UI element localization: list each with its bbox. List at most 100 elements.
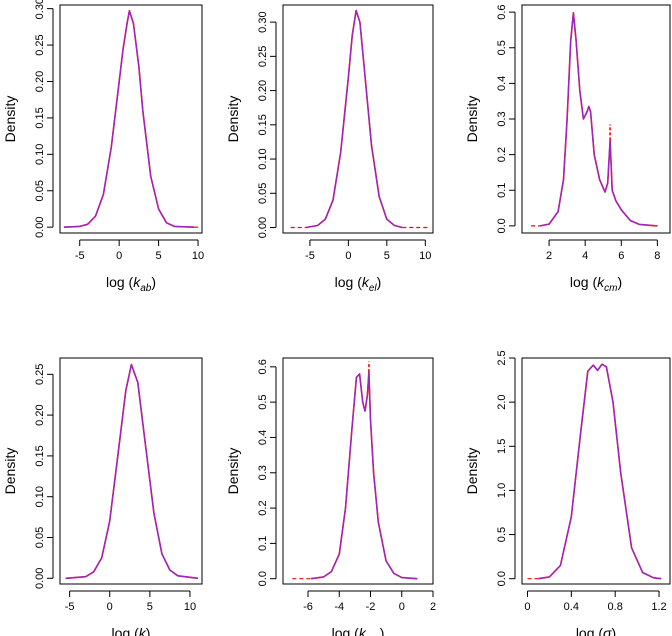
x-tick-label: -5 — [65, 601, 75, 613]
y-tick-label: 0.30 — [34, 0, 46, 19]
x-tick-label: 0 — [399, 601, 405, 613]
x-tick-label: 2 — [430, 601, 436, 613]
estimate-density-curve — [65, 363, 199, 580]
x-tick-label: 0.8 — [608, 601, 623, 613]
y-axis-title: Density — [225, 96, 241, 143]
reference-density-curve — [65, 363, 199, 579]
y-tick-label: 0.20 — [34, 71, 46, 92]
y-tick-label: 0.30 — [257, 11, 269, 32]
estimate-density-curve — [310, 371, 418, 580]
x-axis-title: log (kab) — [106, 274, 156, 294]
plot-frame — [282, 357, 434, 585]
estimate-density-curve — [539, 12, 658, 227]
y-tick-label: 0.3 — [496, 111, 508, 126]
x-tick-label: 10 — [192, 250, 204, 262]
y-tick-label: 0.25 — [257, 46, 269, 67]
y-tick-label: 0.20 — [34, 404, 46, 425]
x-tick-label: -6 — [303, 601, 313, 613]
plot-frame — [521, 4, 671, 234]
x-tick-label: 8 — [654, 250, 660, 262]
plot-frame — [59, 4, 203, 234]
estimate-density-curve — [63, 10, 195, 228]
y-tick-label: 0.25 — [34, 34, 46, 55]
x-tick-label: 5 — [384, 250, 390, 262]
estimate-density-curve — [538, 363, 662, 580]
x-tick-label: 5 — [147, 601, 153, 613]
y-tick-label: 1.5 — [496, 439, 508, 454]
plot-frame — [282, 4, 434, 234]
x-tick-label: 1.2 — [651, 601, 666, 613]
y-tick-label: 2.5 — [496, 350, 508, 365]
y-tick-label: 0.15 — [34, 107, 46, 128]
density-panel-1: -5 0 5 10 0.00 0.05 0.10 0.15 0.20 0.25 0.30 Densit… — [2, 0, 204, 294]
x-tick-label: 0 — [116, 250, 122, 262]
y-tick-label: 0.2 — [496, 147, 508, 162]
y-tick-label: 0.15 — [257, 114, 269, 135]
x-tick-label: 0 — [524, 601, 530, 613]
density-panel-6: 0 0.4 0.8 1.2 0.0 0.5 1.0 1.5 2.0 2.5 Density log (… — [464, 350, 671, 636]
y-tick-label: 0.1 — [257, 536, 269, 551]
y-tick-label: 0.4 — [496, 76, 508, 91]
y-tick-label: 0.0 — [496, 218, 508, 233]
reference-density-curve — [63, 10, 195, 228]
y-tick-label: 0.5 — [496, 40, 508, 55]
y-axis-title: Density — [225, 448, 241, 495]
x-tick-label: -4 — [334, 601, 344, 613]
y-tick-label: 0.00 — [257, 217, 269, 238]
reference-density-curve — [539, 12, 658, 227]
y-tick-label: 0.6 — [496, 4, 508, 19]
y-tick-label: 0.1 — [496, 183, 508, 198]
density-panel-4: -5 0 5 10 0.00 0.05 0.10 0.15 0.20 0.25 Density log… — [2, 357, 203, 636]
x-tick-label: -5 — [305, 250, 315, 262]
density-panel-2: -5 0 5 10 0.00 0.05 0.10 0.15 0.20 0.25 0.30 Densit… — [225, 4, 434, 294]
y-tick-label: 1.0 — [496, 483, 508, 498]
x-tick-label: 6 — [618, 250, 624, 262]
x-tick-label: 10 — [419, 250, 431, 262]
y-tick-label: 0.20 — [257, 80, 269, 101]
x-axis-title: log (k) — [112, 625, 151, 636]
y-tick-label: 0.4 — [257, 430, 269, 445]
y-tick-label: 0.5 — [257, 394, 269, 409]
density-panel-5: -6 -4 -2 0 2 0.0 0.1 0.2 0.3 0.4 0.5 0.6 Density log … — [225, 357, 436, 636]
y-axis-title: Density — [2, 96, 18, 143]
x-tick-label: 0 — [107, 601, 113, 613]
y-tick-label: 0.05 — [34, 180, 46, 201]
x-tick-label: 4 — [582, 250, 588, 262]
y-tick-label: 0.2 — [257, 500, 269, 515]
reference-density-curve — [305, 9, 403, 229]
plot-frame — [521, 357, 671, 585]
y-tick-label: 0.10 — [34, 486, 46, 507]
y-axis-title: Density — [2, 448, 18, 495]
y-tick-label: 0.0 — [496, 571, 508, 586]
x-tick-label: 5 — [156, 250, 162, 262]
y-tick-label: 0.00 — [34, 216, 46, 237]
y-tick-label: 2.0 — [496, 394, 508, 409]
x-tick-label: -5 — [75, 250, 85, 262]
x-tick-label: 0.4 — [564, 601, 579, 613]
y-axis-title: Density — [464, 448, 480, 495]
y-tick-label: 0.10 — [257, 148, 269, 169]
x-tick-label: 0 — [345, 250, 351, 262]
y-tick-label: 0.05 — [34, 527, 46, 548]
x-axis-title: log (kcm) — [570, 274, 622, 294]
density-panel-3: 2 4 6 8 0.0 0.1 0.2 0.3 0.4 0.5 0.6 Density log (kcm… — [464, 4, 671, 294]
y-tick-label: 0.15 — [34, 445, 46, 466]
y-tick-label: 0.25 — [34, 364, 46, 385]
y-tick-label: 0.05 — [257, 183, 269, 204]
y-tick-label: 0.6 — [257, 359, 269, 374]
x-tick-label: 2 — [546, 250, 552, 262]
x-tick-label: -2 — [366, 601, 376, 613]
reference-density-curve — [311, 371, 418, 580]
y-tick-label: 0.3 — [257, 465, 269, 480]
y-tick-label: 0.5 — [496, 527, 508, 542]
x-axis-title: log (kme) — [332, 625, 385, 636]
x-tick-label: 10 — [184, 601, 196, 613]
y-axis-title: Density — [464, 96, 480, 143]
estimate-density-curve — [305, 9, 403, 229]
y-tick-label: 0.0 — [257, 571, 269, 586]
x-axis-title: log (kel) — [335, 274, 382, 294]
y-tick-label: 0.10 — [34, 144, 46, 165]
y-tick-label: 0.00 — [34, 568, 46, 589]
x-axis-title: log (σ) — [576, 625, 616, 636]
